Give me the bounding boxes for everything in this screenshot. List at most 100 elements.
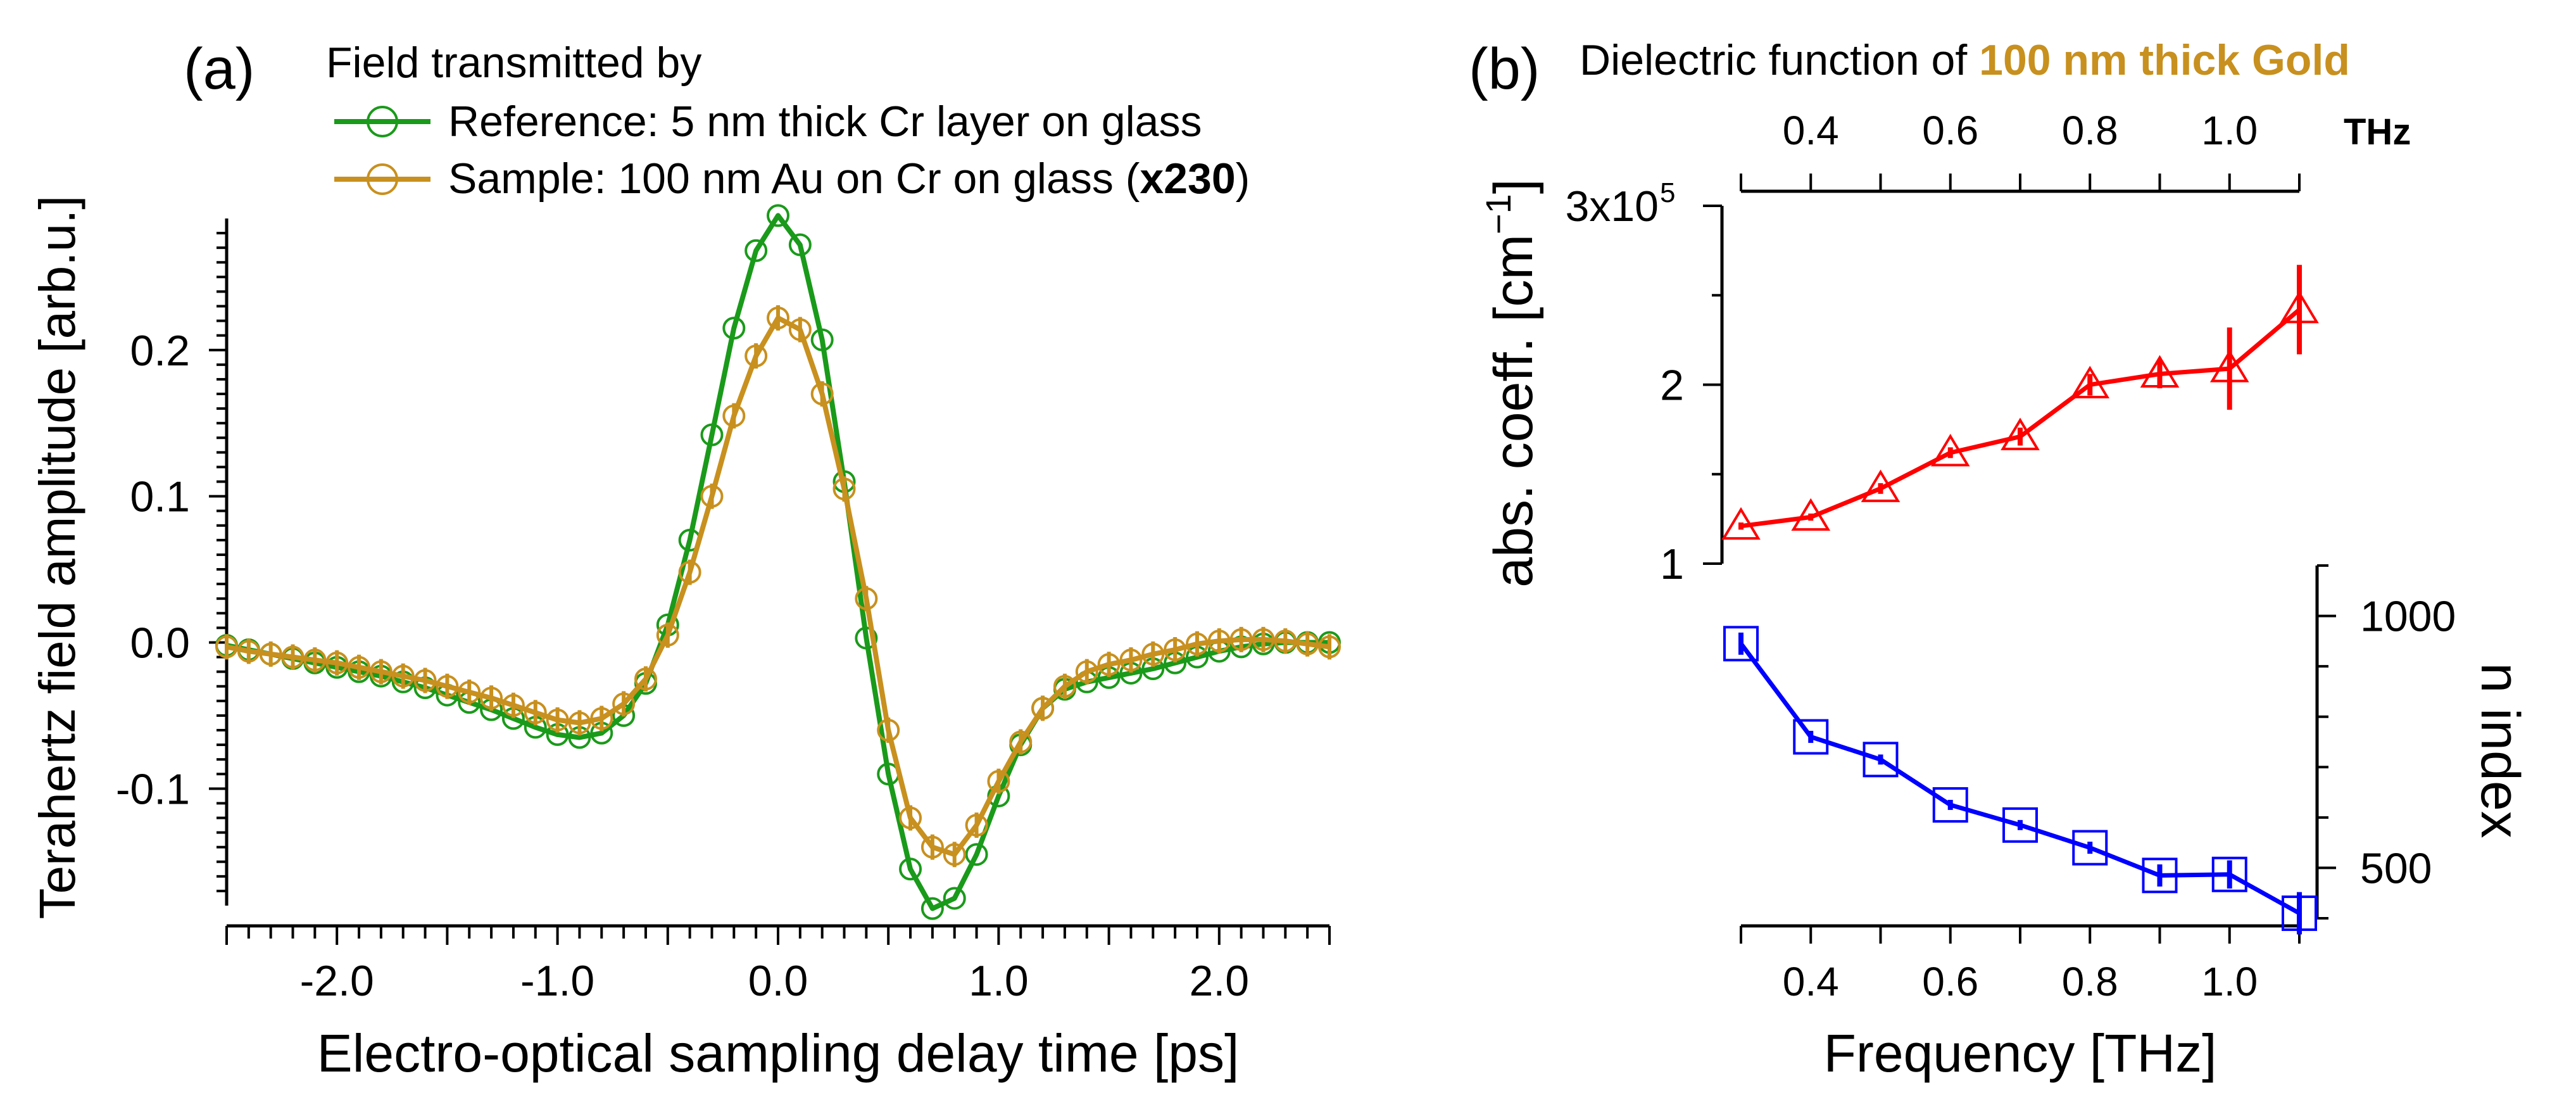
a-x-tick-label: -1.0 (520, 957, 594, 1005)
sample-point (1031, 697, 1055, 720)
sample-point (877, 718, 900, 742)
sample-point (1009, 730, 1033, 754)
n-index-point (1863, 742, 1899, 778)
sample-point (391, 664, 415, 688)
b-top-ticks: 0.4 0.6 0.8 1.0 (1740, 108, 2301, 191)
a-y-ticks: -0.1 0.0 0.1 0.2 (116, 232, 227, 892)
sample-point (810, 383, 834, 406)
b-top-tick-label: 0.6 (1922, 108, 1978, 153)
abs-coeff-point (2070, 365, 2110, 398)
sample-point (1185, 632, 1209, 655)
reference-point (745, 239, 768, 262)
b-top-tick-label: 0.8 (2062, 108, 2118, 153)
a-y-tick-label: 0.2 (130, 327, 190, 375)
b-bottom-tick-label: 0.6 (1922, 959, 1978, 1004)
sample-point (788, 318, 812, 341)
b-right-tick-label: 1000 (2360, 593, 2456, 641)
series-sample (215, 305, 1341, 868)
b-bottom-tick-label: 0.4 (1783, 959, 1839, 1004)
series-abs-coeff (1721, 265, 2319, 540)
sample-line (226, 315, 1330, 857)
sample-point (987, 769, 1010, 793)
a-x-tick-label: 2.0 (1190, 957, 1250, 1005)
sample-point (722, 404, 746, 427)
b-right-ticks: 500 1000 (2317, 564, 2456, 920)
b-left-tick-label: 3x10 (1566, 182, 1659, 231)
sample-point (281, 645, 305, 669)
abs-coeff-point (1930, 433, 1970, 467)
b-left-axis-label: abs. coeff. [cm−1] (1478, 179, 1544, 587)
abs-coeff-point (2209, 350, 2249, 383)
a-x-ticks: -2.0 -1.0 0.0 1.0 2.0 (225, 926, 1331, 1005)
abs-coeff-point (1791, 498, 1831, 531)
b-series (1721, 265, 2319, 935)
sample-point (501, 693, 525, 717)
reference-point (722, 317, 746, 340)
a-x-tick-label: -2.0 (300, 957, 374, 1005)
sample-point (656, 623, 679, 647)
b-bottom-tick-label: 0.8 (2062, 959, 2118, 1004)
a-y-tick-label: -0.1 (116, 765, 190, 813)
sample-point (1119, 648, 1143, 672)
a-x-tick-label: 1.0 (969, 957, 1029, 1005)
sample-point (1252, 628, 1275, 651)
sample-point (965, 814, 988, 837)
b-bottom-ticks: 0.4 0.6 0.8 1.0 (1740, 926, 2301, 1004)
sample-point (1229, 628, 1253, 651)
sample-point (303, 648, 327, 672)
sample-point (767, 306, 789, 329)
sample-point (855, 587, 878, 610)
reference-point (855, 626, 878, 650)
sample-point (436, 674, 459, 698)
panel-b: (b) Dielectric function of 100 nm thick … (1469, 36, 2530, 1083)
abs-coeff-point (2280, 290, 2319, 324)
n-index-point (2282, 895, 2317, 932)
b-x-axis-label: Frequency [THz] (1824, 1023, 2217, 1083)
sample-point (568, 711, 591, 735)
n-index-point (2142, 857, 2178, 894)
a-y-tick-label: 0.1 (130, 473, 190, 521)
panel-a-label: (a) (184, 37, 254, 101)
b-bottom-tick-label: 1.0 (2201, 959, 2258, 1004)
sample-point (480, 686, 503, 710)
sample-point (899, 806, 922, 830)
legend-sample-marker (367, 163, 398, 195)
reference-point (920, 897, 944, 920)
b-left-tick-label: 1 (1660, 540, 1684, 588)
sample-point (1053, 674, 1076, 698)
series-n-index (1723, 626, 2317, 935)
sample-point (348, 655, 371, 679)
b-top-axis-unit: THz (2344, 111, 2411, 153)
panel-a: (a) Field transmitted by Reference: 5 nm… (29, 37, 1341, 1083)
sample-point (1318, 635, 1341, 659)
n-index-point (1793, 719, 1829, 755)
reference-point (965, 843, 988, 866)
b-left-tick-label: 2 (1660, 362, 1684, 410)
reference-point (943, 887, 966, 910)
n-index-point (2002, 807, 2038, 843)
n-index-point (2072, 830, 2108, 866)
panel-b-label: (b) (1469, 37, 1540, 101)
sample-point (590, 707, 613, 730)
reference-point (767, 204, 789, 227)
a-y-axis-label: Terahertz field amplitude [arb.u.] (29, 196, 85, 920)
sample-point (524, 701, 547, 724)
sample-point (325, 651, 349, 674)
sample-point (943, 843, 966, 866)
b-left-tick-exponent: 5 (1660, 177, 1675, 208)
sample-point (612, 692, 636, 716)
legend-a: Field transmitted by Reference: 5 nm thi… (326, 39, 1250, 203)
sample-point (369, 660, 393, 683)
b-top-tick-label: 0.4 (1783, 108, 1839, 153)
sample-point (745, 345, 768, 367)
a-x-axis-label: Electro-optical sampling delay time [ps] (317, 1023, 1240, 1083)
a-y-tick-label: 0.0 (130, 619, 190, 667)
a-series (215, 204, 1341, 920)
reference-point (899, 857, 922, 881)
abs-coeff-point (1861, 469, 1901, 502)
sample-point (678, 560, 701, 584)
sample-point (215, 635, 238, 659)
n-index-point (1932, 787, 1968, 823)
legend-reference-label: Reference: 5 nm thick Cr layer on glass (448, 98, 1202, 146)
